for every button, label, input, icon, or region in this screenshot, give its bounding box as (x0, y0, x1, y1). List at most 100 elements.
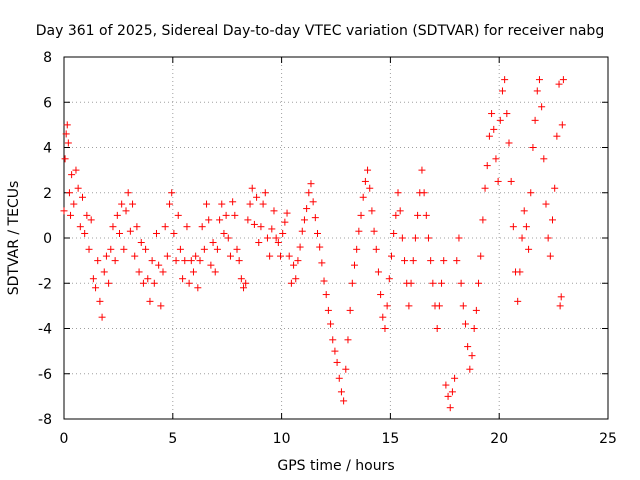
data-point (433, 325, 441, 332)
data-point (139, 279, 147, 287)
data-point (383, 302, 391, 310)
data-point (340, 397, 348, 405)
data-point (205, 216, 213, 224)
data-point (518, 234, 526, 242)
data-point (194, 284, 202, 292)
data-point (220, 229, 228, 237)
data-point (218, 200, 226, 208)
data-point (411, 234, 419, 242)
data-point (544, 234, 552, 242)
data-point (409, 257, 417, 265)
data-point (477, 252, 485, 260)
data-point (87, 216, 95, 224)
data-point (331, 347, 339, 355)
data-point (459, 302, 467, 310)
y-tick-label: -8 (38, 412, 52, 428)
data-point (377, 291, 385, 299)
data-point (122, 207, 130, 215)
data-point (514, 297, 522, 305)
data-point (346, 306, 354, 314)
data-point (420, 189, 428, 197)
data-point (501, 76, 509, 84)
data-point (538, 103, 546, 111)
data-point (72, 166, 80, 174)
data-point (109, 223, 117, 231)
y-tick-label: -6 (38, 367, 52, 383)
data-point (65, 189, 73, 197)
data-point (427, 257, 435, 265)
data-point (211, 268, 219, 276)
data-point (142, 245, 150, 253)
data-point (407, 279, 415, 287)
data-point (85, 245, 93, 253)
y-tick-label: 0 (43, 231, 52, 247)
data-point (268, 225, 276, 233)
data-point (129, 200, 137, 208)
data-point (100, 268, 108, 276)
data-point (314, 229, 322, 237)
data-point (290, 261, 298, 269)
data-point (166, 200, 174, 208)
data-point (118, 200, 126, 208)
data-point (418, 166, 426, 174)
data-point (529, 144, 537, 151)
data-point (209, 239, 217, 247)
data-point (542, 200, 550, 208)
data-point (294, 257, 302, 265)
data-point (559, 76, 567, 84)
data-point (263, 234, 271, 242)
data-point (531, 116, 539, 124)
x-tick-label: 15 (381, 431, 399, 447)
data-point (507, 177, 515, 185)
data-point (525, 245, 533, 253)
data-point (496, 116, 504, 124)
x-tick-label: 10 (273, 431, 291, 447)
data-point (105, 279, 113, 287)
data-point (113, 211, 121, 219)
data-point (67, 211, 75, 219)
data-point (213, 245, 221, 253)
data-point (274, 239, 282, 247)
data-point (551, 184, 559, 192)
data-point (163, 252, 171, 260)
data-point (253, 193, 261, 201)
data-point (357, 211, 365, 219)
y-tick-label: -4 (38, 322, 52, 338)
data-point (505, 139, 513, 147)
y-tick-label: 8 (43, 50, 52, 66)
data-point (337, 388, 345, 396)
data-point (446, 404, 454, 412)
data-point (546, 252, 554, 260)
data-point (303, 205, 311, 213)
data-point (344, 336, 352, 344)
data-point (107, 245, 115, 253)
data-point (94, 257, 102, 265)
data-point (527, 189, 535, 197)
data-point (540, 155, 548, 163)
data-point (183, 223, 191, 231)
data-point (98, 313, 106, 321)
data-point (481, 184, 489, 192)
data-point (475, 279, 483, 287)
data-point (468, 352, 476, 360)
data-point (277, 252, 285, 260)
data-point (549, 216, 557, 224)
data-point (261, 189, 269, 197)
data-point (366, 184, 374, 192)
data-point (322, 291, 330, 299)
data-point (179, 275, 187, 283)
data-point (466, 365, 474, 373)
data-point (470, 325, 478, 332)
data-point (257, 223, 265, 231)
data-point (192, 252, 200, 260)
data-point (296, 243, 304, 251)
data-point (444, 392, 452, 400)
data-point (187, 257, 195, 265)
data-point (361, 177, 369, 185)
data-point (131, 252, 139, 260)
data-point (248, 184, 256, 192)
data-point (488, 110, 496, 118)
chart-title: Day 361 of 2025, Sidereal Day-to-day VTE… (36, 23, 604, 39)
data-point (333, 358, 341, 366)
data-point (516, 268, 524, 276)
